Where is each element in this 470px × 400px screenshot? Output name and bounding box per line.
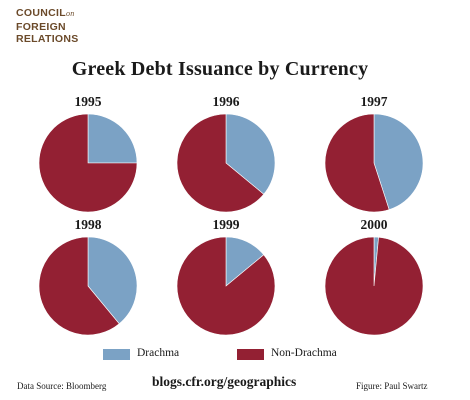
pie-1995-slice-drachma (87, 113, 138, 164)
pie-2000-slice-non-drachma (324, 236, 424, 336)
legend-label-drachma: Drachma (137, 347, 180, 359)
pie-year-label-1999: 1999 (213, 217, 240, 232)
pie-1999-slice-non-drachma (176, 236, 276, 336)
legend-swatch-non-drachma (237, 349, 264, 360)
pie-1997-slice-drachma (373, 113, 424, 210)
pie-year-label-1997: 1997 (361, 94, 388, 109)
blog-url[interactable]: blogs.cfr.org/geographics (152, 374, 297, 389)
pie-1997-slice-non-drachma (324, 113, 390, 213)
legend-swatch-drachma (103, 349, 130, 360)
data-source: Data Source: Bloomberg (17, 381, 107, 391)
logo-line-1: COUNCIL (16, 7, 66, 19)
pie-1996-slice-drachma (225, 113, 276, 195)
pie-1996-slice-non-drachma (176, 113, 265, 213)
legend-label-non-drachma: Non-Drachma (271, 347, 337, 359)
chart-title: Greek Debt Issuance by Currency (71, 58, 369, 80)
pie-year-label-1996: 1996 (213, 94, 240, 109)
pie-year-label-1995: 1995 (75, 94, 102, 109)
logo-line-2: FOREIGN (16, 20, 66, 33)
pie-1998-slice-drachma (87, 236, 138, 325)
pie-year-label-1998: 1998 (75, 217, 102, 232)
pie-year-label-2000: 2000 (361, 217, 388, 232)
logo-on: on (65, 9, 75, 18)
cfr-logo: COUNCILon FOREIGN RELATIONS (16, 7, 79, 46)
figure-credit: Figure: Paul Swartz (356, 381, 428, 391)
logo-line-3: RELATIONS (16, 33, 79, 45)
pie-1998-slice-non-drachma (38, 236, 120, 336)
pie-1995-slice-non-drachma (38, 113, 138, 213)
